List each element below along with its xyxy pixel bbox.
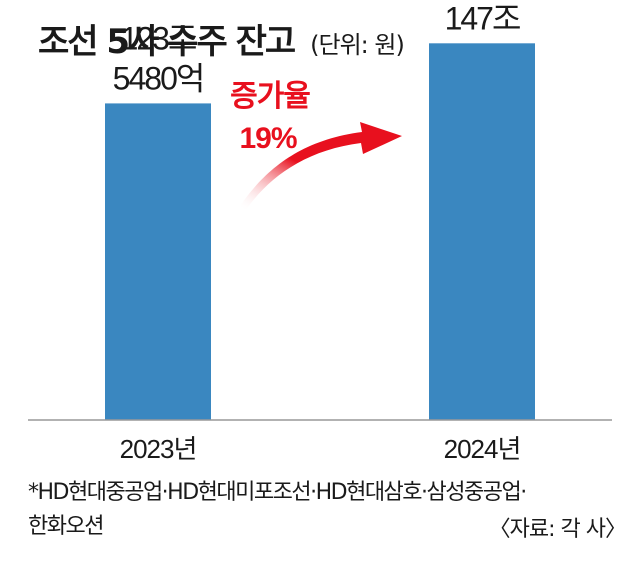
category-label: 2024년 [444, 434, 521, 464]
title-row: 조선 5사 수주 잔고 (단위: 원) [38, 14, 405, 63]
chart-title: 조선 5사 수주 잔고 [38, 22, 296, 62]
footnote-line-1: *HD현대중공업·HD현대미포조선·HD현대삼호·삼성중공업· [28, 480, 527, 505]
value-label: 147조 [445, 0, 520, 36]
value-label: 5480억 [113, 60, 204, 96]
growth-annotation-label: 증가율 [230, 80, 310, 113]
growth-annotation-value: 19% [239, 122, 296, 155]
footnote: *HD현대중공업·HD현대미포조선·HD현대삼호·삼성중공업· 한화오션 [28, 476, 527, 544]
bar-2023년 [105, 103, 211, 420]
value-label: 123조 [121, 20, 196, 56]
bar-chart: 123조 5480억 2023년 147조 2024년 증가율 19% [28, 0, 612, 464]
footnote-line-2: 한화오션 [28, 514, 104, 539]
unit-label: (단위: 원) [310, 31, 405, 59]
bar-2024년 [429, 43, 535, 420]
growth-arrow [240, 122, 402, 210]
source-label: 〈자료: 각 사〉 [488, 517, 627, 542]
category-label: 2023년 [120, 434, 197, 464]
